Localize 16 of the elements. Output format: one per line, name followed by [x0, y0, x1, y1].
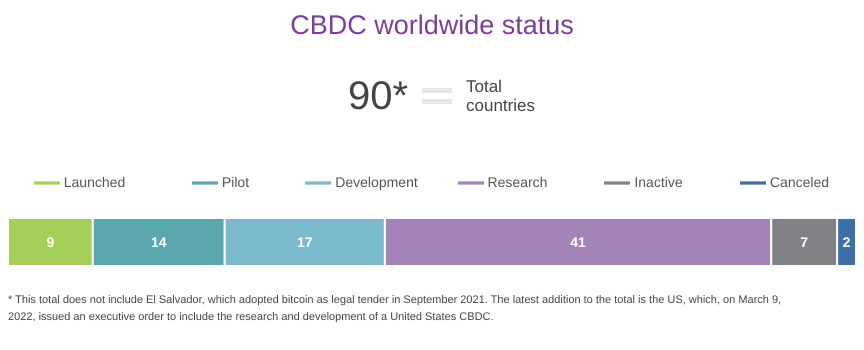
data-label: 9 — [46, 234, 54, 250]
data-label: 2 — [842, 234, 851, 250]
legend-label: Development — [335, 174, 418, 190]
legend-label: Canceled — [770, 174, 830, 190]
data-label: 17 — [297, 234, 313, 250]
text: 90* — [348, 74, 408, 118]
legend-label: Launched — [64, 174, 126, 190]
text: Total countries — [466, 77, 536, 115]
legend-label: Inactive — [634, 174, 683, 190]
series-label: Research — [488, 174, 548, 190]
text: * This total does not include El Salvador, which adopted bitcoin as legal tender in September 2021. The latest addition to the total is the US, which, on March 9, 2022, issued an executive order to include the research and development of a United States CBDC. — [8, 293, 782, 325]
data-label: 41 — [570, 234, 586, 250]
chart-title: CBDC worldwide status — [289, 10, 575, 42]
legend-label: Pilot — [222, 174, 250, 190]
data-label: 14 — [150, 234, 167, 250]
data-label: 7 — [800, 234, 808, 250]
